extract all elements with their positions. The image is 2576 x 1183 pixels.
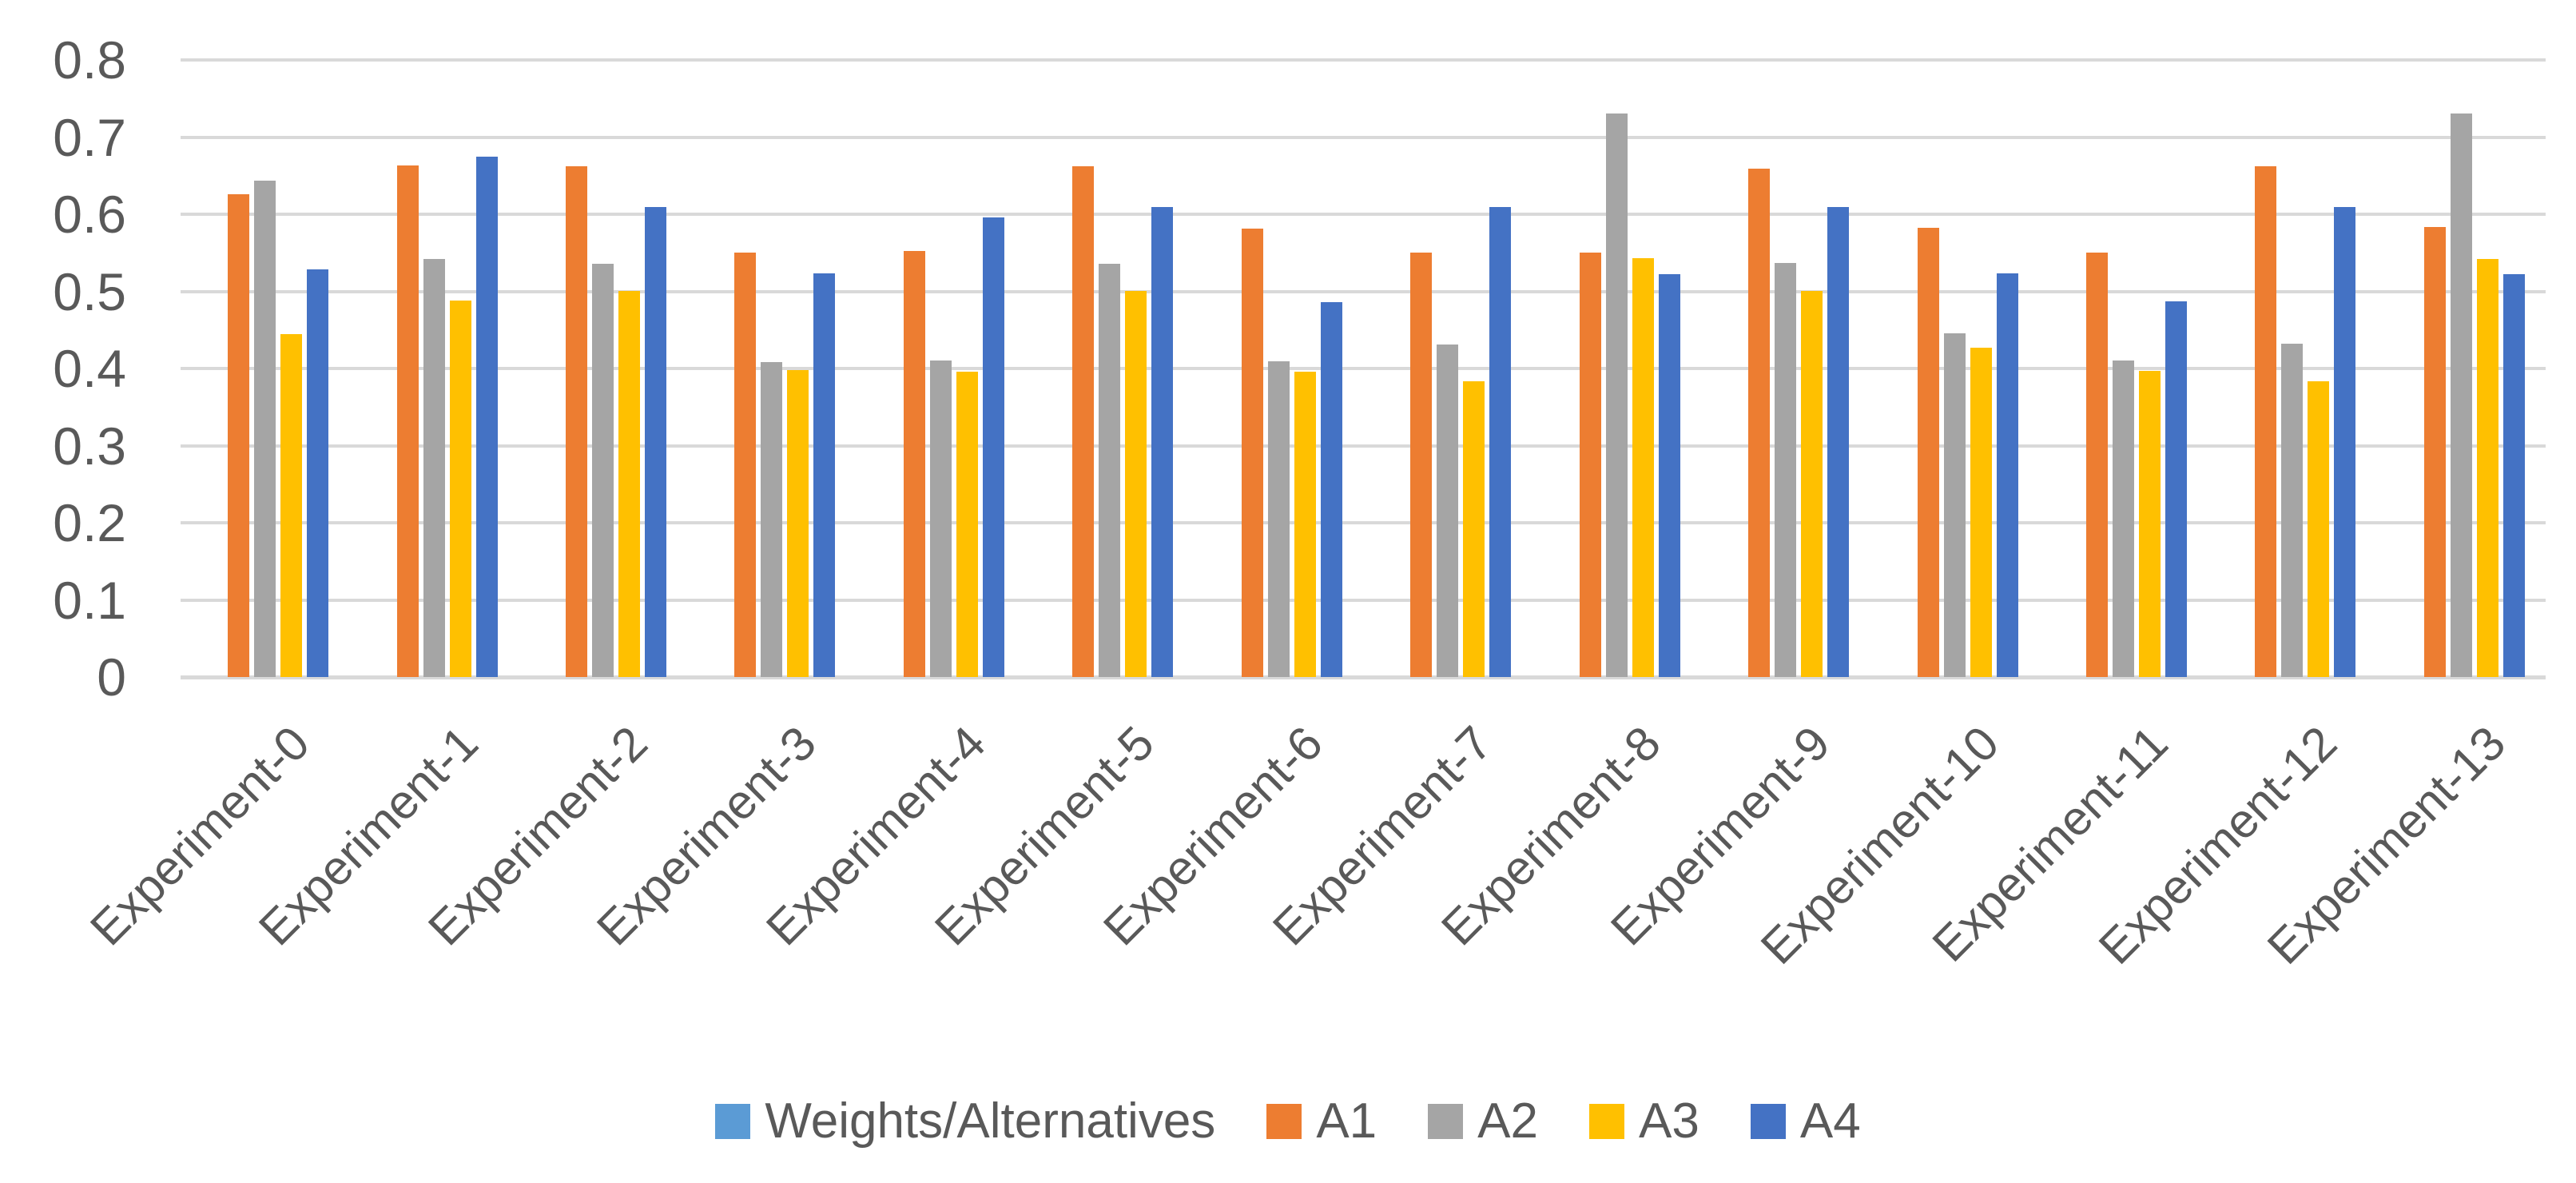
bar-a1 bbox=[566, 166, 587, 677]
bar-a4 bbox=[1827, 207, 1849, 677]
bar-a3 bbox=[280, 334, 302, 677]
bar-a1 bbox=[1580, 253, 1601, 677]
bar-a2 bbox=[930, 360, 952, 677]
y-tick-label: 0.4 bbox=[53, 339, 126, 398]
bar-a4 bbox=[1151, 207, 1173, 677]
bar-a4 bbox=[1659, 274, 1680, 677]
bar-a4 bbox=[983, 217, 1004, 677]
bar-a3 bbox=[1463, 381, 1485, 677]
y-tick-label: 0 bbox=[97, 647, 126, 707]
bar-a1 bbox=[1072, 166, 1094, 677]
legend-label: A1 bbox=[1316, 1093, 1377, 1149]
legend-item-a4: A4 bbox=[1750, 1093, 1861, 1149]
bar-a4 bbox=[307, 269, 328, 677]
legend-item-a3: A3 bbox=[1589, 1097, 1699, 1146]
y-tick-label: 0.6 bbox=[53, 185, 126, 244]
bar-a3 bbox=[1125, 291, 1147, 677]
y-tick-label: 0.5 bbox=[53, 262, 126, 321]
bar-a2 bbox=[1437, 345, 1458, 677]
bar-a3 bbox=[2477, 259, 2498, 677]
bar-a2 bbox=[761, 362, 782, 677]
bar-a1 bbox=[1748, 169, 1770, 677]
legend-item-weights-alternatives: Weights/Alternatives bbox=[715, 1097, 1215, 1146]
bar-a1 bbox=[734, 253, 756, 677]
bar-a3 bbox=[2139, 371, 2161, 677]
bar-a1 bbox=[2255, 166, 2276, 677]
bar-a4 bbox=[2165, 301, 2187, 677]
bar-a2 bbox=[423, 259, 445, 677]
gridline bbox=[181, 521, 2546, 524]
gridline bbox=[181, 290, 2546, 293]
bar-a4 bbox=[2334, 207, 2355, 677]
bar-a3 bbox=[1294, 372, 1316, 677]
bar-a2 bbox=[1268, 361, 1290, 677]
legend-swatch-a4 bbox=[1750, 1104, 1786, 1139]
gridline bbox=[181, 444, 2546, 448]
y-tick-label: 0.3 bbox=[53, 416, 126, 476]
bar-a3 bbox=[787, 370, 809, 677]
gridline bbox=[181, 599, 2546, 602]
bar-a1 bbox=[1410, 253, 1432, 677]
bar-a1 bbox=[1918, 228, 1939, 677]
bar-a2 bbox=[2113, 360, 2134, 677]
bar-a2 bbox=[592, 264, 614, 677]
legend-label: A4 bbox=[1799, 1093, 1861, 1149]
bar-a1 bbox=[397, 165, 419, 677]
bar-a3 bbox=[618, 291, 640, 677]
bar-a3 bbox=[956, 372, 978, 677]
bar-a1 bbox=[2424, 227, 2446, 677]
bar-a3 bbox=[1801, 291, 1823, 677]
bar-a2 bbox=[2451, 114, 2472, 677]
legend-item-a1: A1 bbox=[1266, 1097, 1377, 1146]
legend-swatch-weights-alternatives bbox=[715, 1104, 751, 1139]
bar-a4 bbox=[476, 157, 498, 677]
y-tick-label: 0.1 bbox=[53, 571, 126, 630]
y-tick-label: 0.2 bbox=[53, 493, 126, 552]
y-tick-label: 0.8 bbox=[53, 30, 126, 90]
legend-swatch-a2 bbox=[1428, 1104, 1464, 1139]
legend: Weights/Alternatives A1 A2 A3 A4 bbox=[0, 1097, 2576, 1146]
bar-a3 bbox=[1970, 348, 1992, 677]
bar-a3 bbox=[1632, 258, 1654, 677]
bar-a3 bbox=[450, 301, 471, 677]
legend-label: A2 bbox=[1477, 1093, 1538, 1149]
bar-a1 bbox=[904, 251, 925, 677]
gridline bbox=[181, 367, 2546, 370]
legend-label: Weights/Alternatives bbox=[765, 1093, 1216, 1149]
bar-a1 bbox=[1242, 229, 1263, 677]
bar-a2 bbox=[1944, 333, 1966, 677]
bar-a4 bbox=[645, 207, 666, 677]
legend-label: A3 bbox=[1639, 1093, 1699, 1149]
bar-a4 bbox=[813, 273, 835, 677]
bar-a4 bbox=[1321, 302, 1342, 677]
bar-a3 bbox=[2308, 381, 2329, 677]
x-axis-line bbox=[181, 675, 2546, 679]
y-tick-label: 0.7 bbox=[53, 108, 126, 167]
bar-a4 bbox=[1489, 207, 1511, 677]
bar-a2 bbox=[1099, 264, 1120, 677]
gridline bbox=[181, 58, 2546, 62]
legend-swatch-a1 bbox=[1266, 1104, 1302, 1139]
bar-a4 bbox=[1997, 273, 2018, 677]
bar-a4 bbox=[2503, 274, 2525, 677]
bar-a2 bbox=[1606, 114, 1628, 677]
bar-a1 bbox=[228, 194, 249, 677]
gridline bbox=[181, 136, 2546, 139]
bar-a2 bbox=[1775, 263, 1796, 677]
legend-swatch-a3 bbox=[1589, 1104, 1624, 1139]
gridline bbox=[181, 213, 2546, 216]
bar-a2 bbox=[2281, 344, 2303, 677]
legend-item-a2: A2 bbox=[1428, 1097, 1538, 1146]
bar-a2 bbox=[254, 181, 276, 677]
bar-a1 bbox=[2086, 253, 2108, 677]
